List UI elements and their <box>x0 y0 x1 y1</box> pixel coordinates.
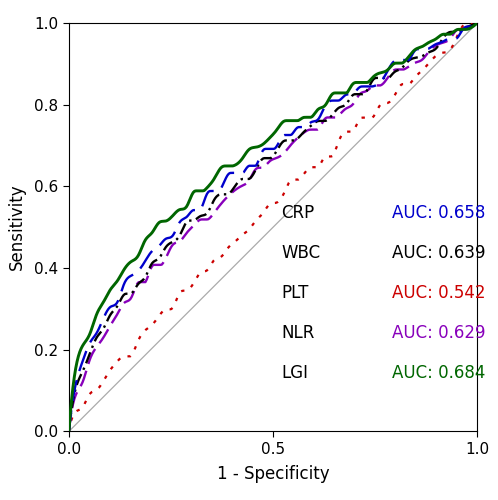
Text: CRP: CRP <box>281 204 315 222</box>
Text: AUC: 0.629: AUC: 0.629 <box>392 324 485 342</box>
Text: AUC: 0.639: AUC: 0.639 <box>392 244 485 262</box>
Text: LGI: LGI <box>281 364 308 382</box>
Text: PLT: PLT <box>281 284 309 302</box>
Y-axis label: Sensitivity: Sensitivity <box>8 184 26 270</box>
Text: AUC: 0.684: AUC: 0.684 <box>392 364 485 382</box>
Text: NLR: NLR <box>281 324 315 342</box>
Text: AUC: 0.542: AUC: 0.542 <box>392 284 485 302</box>
Text: WBC: WBC <box>281 244 321 262</box>
Text: AUC: 0.658: AUC: 0.658 <box>392 204 485 222</box>
X-axis label: 1 - Specificity: 1 - Specificity <box>217 465 330 483</box>
